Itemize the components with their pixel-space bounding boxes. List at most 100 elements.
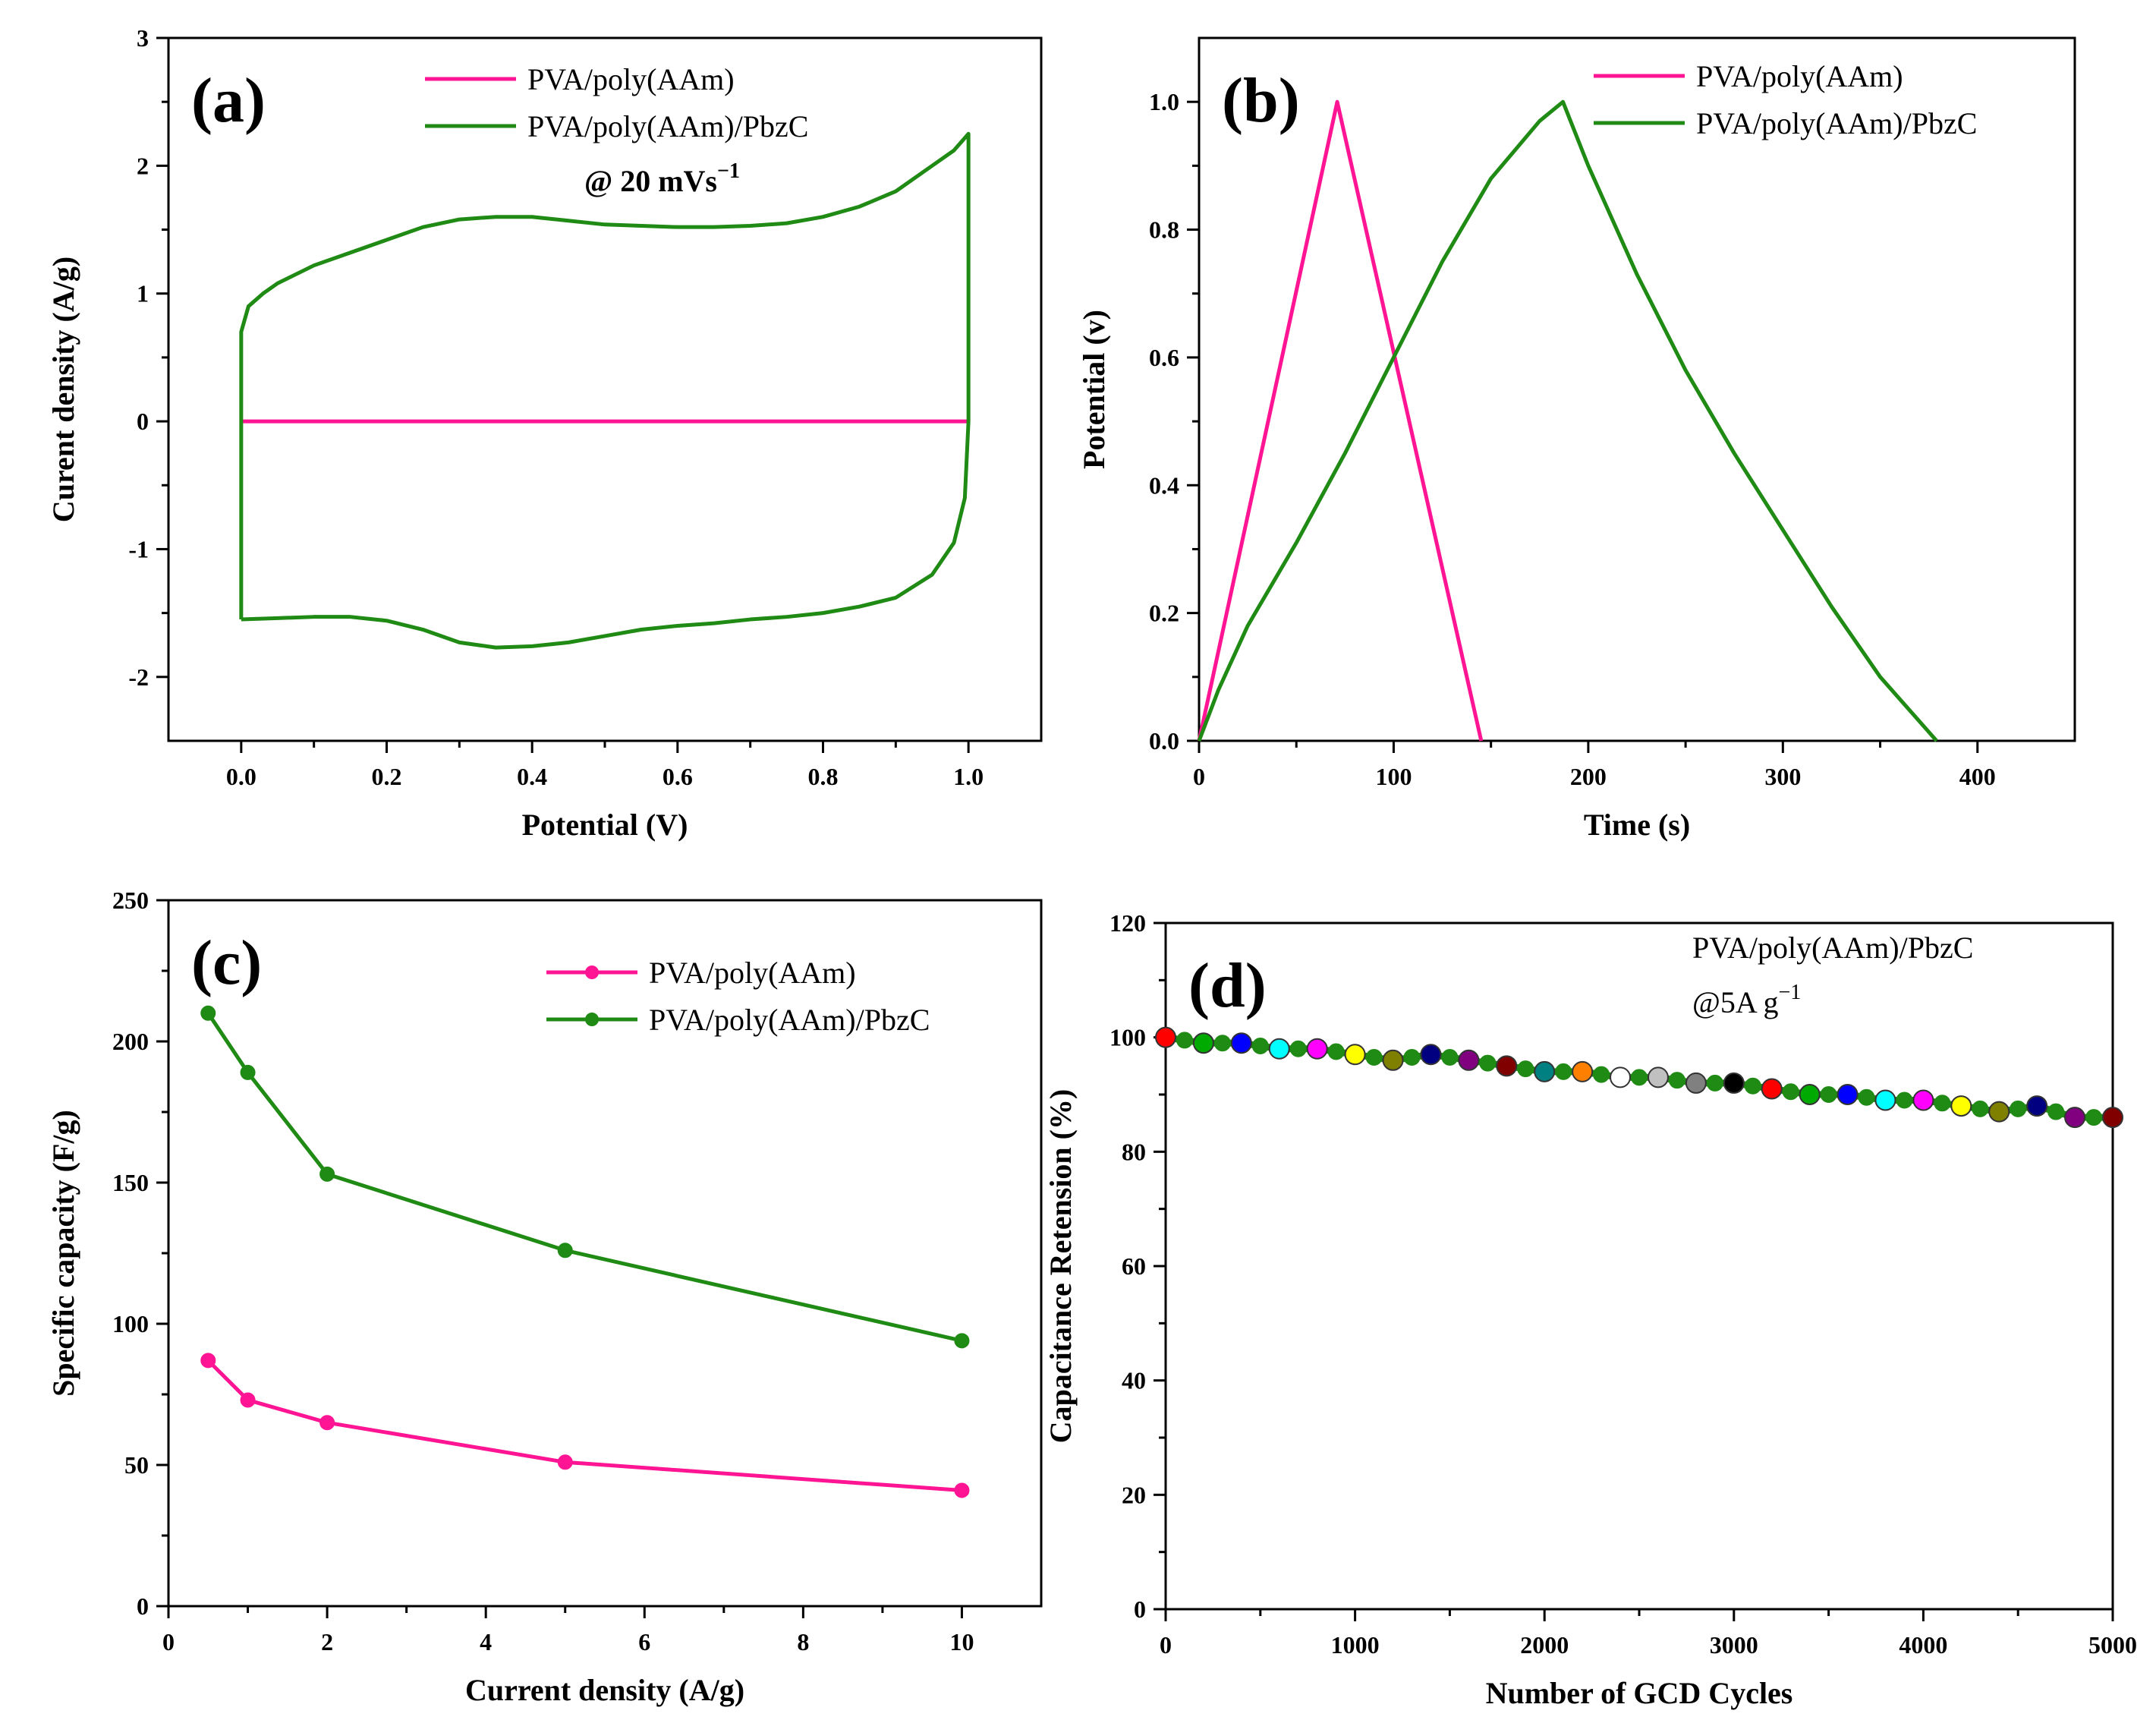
x-axis-label: Number of GCD Cycles bbox=[1486, 1676, 1793, 1710]
y-tick-label: 0 bbox=[137, 1592, 149, 1620]
highlight-point bbox=[1761, 1078, 1783, 1100]
legend-entry: PVA/poly(AAm) bbox=[649, 956, 856, 990]
x-tick-label: 6 bbox=[638, 1628, 650, 1655]
series-1-line bbox=[1197, 99, 1938, 742]
legend-marker bbox=[585, 1013, 599, 1026]
series-0-point bbox=[1555, 1063, 1572, 1080]
panel-label: (c) bbox=[191, 928, 262, 998]
x-tick-label: 1000 bbox=[1331, 1631, 1380, 1659]
series-1-point bbox=[200, 1005, 216, 1021]
series-0-point bbox=[200, 1353, 216, 1369]
rate-annotation-text: @ 20 mVs bbox=[584, 164, 717, 198]
x-tick-label: 0 bbox=[1193, 763, 1205, 790]
rate-annotation-sup: −1 bbox=[717, 159, 740, 183]
y-tick-label: 100 bbox=[1109, 1024, 1146, 1051]
x-tick-label: 4 bbox=[480, 1628, 492, 1655]
y-tick-label: 250 bbox=[112, 887, 149, 914]
x-tick-label: 0.4 bbox=[517, 763, 547, 790]
x-axis-label: Time (s) bbox=[1584, 808, 1690, 842]
highlight-point bbox=[1874, 1089, 1896, 1111]
series-0-line bbox=[1197, 99, 1484, 742]
series-0-point bbox=[1441, 1049, 1459, 1066]
highlight-point bbox=[1912, 1089, 1934, 1111]
y-tick-label: 200 bbox=[112, 1028, 149, 1055]
highlight-point bbox=[1610, 1066, 1632, 1088]
x-tick-label: 0.6 bbox=[663, 763, 693, 790]
x-tick-label: 100 bbox=[1375, 763, 1412, 790]
highlight-point bbox=[1382, 1049, 1404, 1071]
series-0-point bbox=[1176, 1032, 1193, 1049]
series-1-line bbox=[239, 131, 971, 650]
series-0-point bbox=[240, 1392, 256, 1408]
y-axis-label: Potential (v) bbox=[1077, 310, 1111, 469]
x-axis-label: Potential (V) bbox=[522, 808, 688, 842]
x-tick-label: 3000 bbox=[1710, 1631, 1758, 1659]
series-0-point bbox=[1593, 1066, 1610, 1083]
legend-entry: PVA/poly(AAm)/PbzC bbox=[649, 1003, 930, 1037]
highlight-point bbox=[1155, 1026, 1176, 1048]
series-1-point bbox=[319, 1166, 335, 1182]
highlight-point bbox=[1723, 1072, 1745, 1094]
series-0-point bbox=[2085, 1109, 2103, 1126]
series-0-point bbox=[1896, 1092, 1913, 1109]
x-tick-label: 2000 bbox=[1520, 1631, 1569, 1659]
series-1-point bbox=[557, 1243, 573, 1258]
x-tick-label: 0.8 bbox=[808, 763, 839, 790]
highlight-point bbox=[1496, 1055, 1518, 1077]
highlight-point bbox=[2026, 1095, 2048, 1117]
series-0-point bbox=[1327, 1043, 1345, 1060]
panel-d: 0 1000 2000 3000 4000 5000 0 20 40 60 80 100 120 Numb… bbox=[1043, 909, 2137, 1710]
plot-frame bbox=[1164, 921, 2114, 1611]
rate-annotation: @ 20 mVs−1 bbox=[584, 159, 740, 198]
panel-label: (d) bbox=[1188, 950, 1267, 1021]
material-annotation: PVA/poly(AAm)/PbzC bbox=[1692, 931, 1973, 965]
legend-entry: PVA/poly(AAm)/PbzC bbox=[1696, 106, 1977, 140]
highlight-point bbox=[1192, 1032, 1214, 1054]
y-tick-label: 50 bbox=[124, 1451, 149, 1479]
x-tick-label: 1.0 bbox=[953, 763, 984, 790]
panel-b: 0 100 200 300 400 0.0 0.2 0.4 0.6 0.8 1.0 Time (s) P… bbox=[1077, 36, 2076, 842]
y-axis-label: Curent density (A/g) bbox=[46, 257, 80, 522]
x-tick-label: 10 bbox=[949, 1628, 974, 1655]
series-0-point bbox=[1782, 1083, 1799, 1101]
series-0-point bbox=[1668, 1072, 1685, 1089]
rate-annotation-sup: −1 bbox=[1779, 981, 1802, 1004]
legend-entry: PVA/poly(AAm)/PbzC bbox=[527, 109, 808, 143]
x-tick-label: 4000 bbox=[1899, 1631, 1947, 1659]
y-tick-label: 0 bbox=[137, 408, 149, 435]
y-tick-label: 120 bbox=[1109, 909, 1146, 937]
highlight-point bbox=[2102, 1107, 2123, 1129]
y-tick-label: 100 bbox=[112, 1310, 149, 1337]
y-tick-label: 60 bbox=[1122, 1252, 1146, 1280]
highlight-point bbox=[1344, 1044, 1366, 1066]
series-0-point bbox=[1479, 1054, 1497, 1072]
series-0-point bbox=[1213, 1035, 1231, 1052]
series-0-point bbox=[319, 1415, 335, 1431]
rate-annotation-text: @5A g bbox=[1692, 985, 1779, 1019]
series-0-point bbox=[1517, 1060, 1534, 1078]
highlight-point bbox=[1572, 1060, 1594, 1082]
y-tick-label: -2 bbox=[128, 663, 149, 691]
highlight-point bbox=[1647, 1066, 1669, 1088]
highlight-point bbox=[1837, 1084, 1859, 1105]
series-0-point bbox=[1744, 1077, 1761, 1095]
x-tick-label: 2 bbox=[321, 1628, 333, 1655]
series-1-point bbox=[240, 1064, 256, 1080]
highlight-point bbox=[1799, 1084, 1821, 1105]
plot-frame bbox=[1198, 36, 2076, 742]
y-tick-label: -1 bbox=[128, 535, 149, 562]
y-tick-label: 150 bbox=[112, 1169, 149, 1196]
highlight-point bbox=[1268, 1038, 1290, 1060]
y-tick-label: 3 bbox=[137, 24, 149, 52]
x-tick-label: 0 bbox=[162, 1628, 175, 1655]
y-tick-label: 0 bbox=[1134, 1596, 1146, 1623]
series-0-point bbox=[1251, 1037, 1269, 1054]
y-axis-label: Specific capacity (F/g) bbox=[46, 1110, 80, 1397]
series-0-point bbox=[1706, 1074, 1723, 1092]
legend-entry: PVA/poly(AAm) bbox=[1696, 59, 1903, 93]
x-tick-label: 400 bbox=[1959, 763, 1996, 790]
panel-a: 0.0 0.2 0.4 0.6 0.8 1.0 -2 -1 0 1 2 3 Potential (V) C… bbox=[46, 24, 1043, 842]
series-0-point bbox=[2010, 1100, 2027, 1117]
